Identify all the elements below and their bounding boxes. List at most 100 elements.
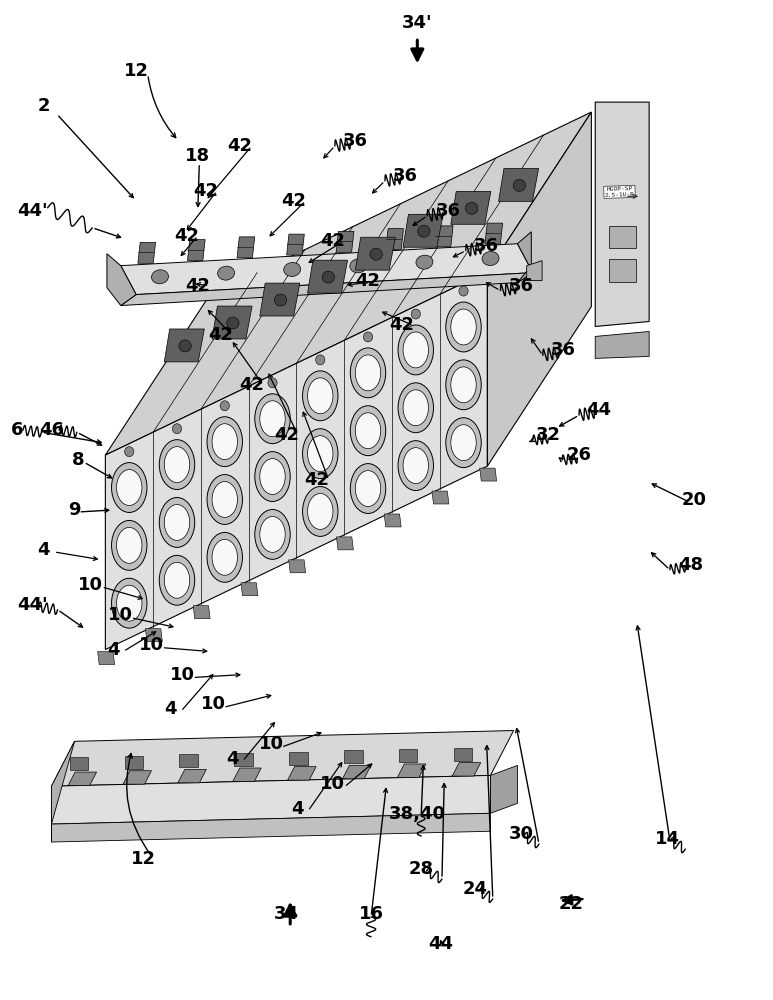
Text: 10: 10 bbox=[139, 636, 164, 654]
Text: 42: 42 bbox=[228, 137, 253, 155]
Polygon shape bbox=[260, 283, 300, 316]
Text: 14: 14 bbox=[656, 830, 680, 848]
Text: 10: 10 bbox=[77, 576, 103, 594]
Ellipse shape bbox=[260, 516, 285, 552]
Ellipse shape bbox=[124, 447, 134, 457]
Ellipse shape bbox=[117, 527, 142, 563]
Ellipse shape bbox=[111, 463, 147, 512]
Polygon shape bbox=[68, 772, 97, 786]
Polygon shape bbox=[488, 112, 591, 466]
Text: 36: 36 bbox=[343, 132, 368, 150]
Polygon shape bbox=[145, 629, 162, 642]
Polygon shape bbox=[165, 329, 204, 362]
Polygon shape bbox=[499, 168, 539, 201]
Ellipse shape bbox=[417, 225, 430, 237]
Ellipse shape bbox=[152, 270, 169, 284]
Ellipse shape bbox=[451, 309, 476, 345]
Ellipse shape bbox=[172, 424, 182, 434]
Ellipse shape bbox=[207, 532, 243, 582]
Polygon shape bbox=[52, 731, 513, 786]
Polygon shape bbox=[344, 750, 363, 763]
Polygon shape bbox=[435, 226, 453, 247]
Text: 48: 48 bbox=[678, 556, 703, 574]
Ellipse shape bbox=[356, 413, 381, 449]
Polygon shape bbox=[454, 748, 472, 761]
Text: 36: 36 bbox=[436, 202, 461, 220]
Polygon shape bbox=[356, 237, 395, 270]
Text: 10: 10 bbox=[201, 695, 226, 713]
Ellipse shape bbox=[165, 504, 189, 540]
Polygon shape bbox=[97, 652, 114, 665]
Text: 10: 10 bbox=[258, 735, 284, 753]
Ellipse shape bbox=[284, 262, 301, 276]
Text: 42: 42 bbox=[281, 192, 307, 210]
Ellipse shape bbox=[255, 394, 290, 444]
Ellipse shape bbox=[226, 317, 239, 329]
Text: 12: 12 bbox=[124, 62, 148, 80]
Ellipse shape bbox=[159, 440, 195, 490]
Polygon shape bbox=[595, 331, 649, 358]
Ellipse shape bbox=[446, 302, 482, 352]
Text: 42: 42 bbox=[320, 232, 345, 250]
Polygon shape bbox=[289, 752, 308, 765]
Polygon shape bbox=[608, 226, 635, 248]
Polygon shape bbox=[121, 273, 533, 306]
Ellipse shape bbox=[315, 355, 325, 365]
Text: 42: 42 bbox=[174, 227, 199, 245]
Polygon shape bbox=[308, 260, 348, 293]
Ellipse shape bbox=[212, 539, 237, 575]
Text: 36: 36 bbox=[393, 167, 418, 185]
Ellipse shape bbox=[370, 248, 383, 260]
Ellipse shape bbox=[350, 464, 386, 513]
Ellipse shape bbox=[350, 348, 386, 398]
Ellipse shape bbox=[268, 378, 278, 388]
Text: 44': 44' bbox=[17, 596, 47, 614]
Ellipse shape bbox=[260, 459, 285, 495]
Polygon shape bbox=[452, 763, 481, 776]
Ellipse shape bbox=[165, 562, 189, 598]
Text: 36: 36 bbox=[474, 237, 499, 255]
Text: 22: 22 bbox=[559, 895, 584, 913]
Ellipse shape bbox=[260, 401, 285, 437]
Ellipse shape bbox=[218, 266, 234, 280]
Ellipse shape bbox=[451, 425, 476, 461]
Ellipse shape bbox=[207, 475, 243, 524]
Polygon shape bbox=[187, 240, 205, 261]
Polygon shape bbox=[241, 583, 258, 596]
Ellipse shape bbox=[363, 332, 373, 342]
Text: 10: 10 bbox=[108, 606, 133, 624]
Text: 32: 32 bbox=[536, 426, 560, 444]
Polygon shape bbox=[179, 754, 198, 767]
Ellipse shape bbox=[255, 452, 290, 501]
Text: 24: 24 bbox=[462, 880, 488, 898]
Text: 18: 18 bbox=[186, 147, 210, 165]
Ellipse shape bbox=[308, 494, 333, 529]
Polygon shape bbox=[399, 749, 417, 762]
Text: 34: 34 bbox=[274, 905, 299, 923]
Polygon shape bbox=[52, 813, 491, 842]
Polygon shape bbox=[178, 769, 206, 783]
Ellipse shape bbox=[220, 401, 230, 411]
Polygon shape bbox=[105, 272, 488, 650]
Text: 20: 20 bbox=[682, 491, 707, 509]
Ellipse shape bbox=[356, 471, 381, 506]
Ellipse shape bbox=[446, 418, 482, 468]
Text: 26: 26 bbox=[567, 446, 591, 464]
Ellipse shape bbox=[398, 441, 434, 491]
Ellipse shape bbox=[212, 482, 237, 517]
Text: 42: 42 bbox=[239, 376, 264, 394]
Text: 42: 42 bbox=[390, 316, 414, 334]
Ellipse shape bbox=[403, 448, 428, 484]
Ellipse shape bbox=[165, 447, 189, 483]
Ellipse shape bbox=[350, 406, 386, 456]
Ellipse shape bbox=[403, 390, 428, 426]
Text: 4: 4 bbox=[291, 800, 304, 818]
Ellipse shape bbox=[159, 555, 195, 605]
Ellipse shape bbox=[411, 309, 421, 319]
Ellipse shape bbox=[308, 378, 333, 414]
Ellipse shape bbox=[302, 487, 338, 536]
Text: 9: 9 bbox=[68, 501, 81, 519]
Polygon shape bbox=[237, 237, 255, 258]
Polygon shape bbox=[124, 756, 143, 769]
Polygon shape bbox=[233, 768, 261, 781]
